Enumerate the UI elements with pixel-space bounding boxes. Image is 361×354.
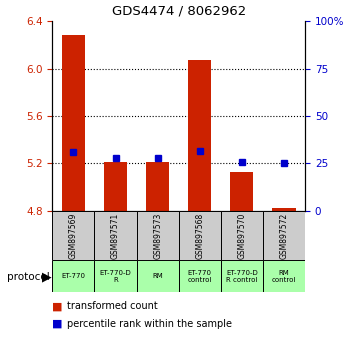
Text: GSM897570: GSM897570	[238, 212, 246, 259]
Bar	[188, 60, 211, 211]
Text: RM: RM	[152, 273, 163, 279]
Text: percentile rank within the sample: percentile rank within the sample	[67, 319, 232, 329]
Text: transformed count: transformed count	[67, 301, 157, 311]
Text: ■: ■	[52, 301, 63, 311]
Bar	[136, 211, 179, 260]
Text: protocol: protocol	[7, 272, 50, 282]
Bar	[52, 211, 95, 260]
Bar	[146, 162, 169, 211]
Bar	[263, 211, 305, 260]
Text: ET-770-D
R: ET-770-D R	[100, 270, 131, 282]
Text: ■: ■	[52, 319, 63, 329]
Bar	[52, 260, 95, 292]
Bar	[95, 260, 136, 292]
Bar	[221, 260, 263, 292]
Bar	[179, 211, 221, 260]
Bar	[136, 260, 179, 292]
Title: GDS4474 / 8062962: GDS4474 / 8062962	[112, 4, 246, 17]
Text: GSM897568: GSM897568	[195, 212, 204, 258]
Text: RM
control: RM control	[272, 270, 296, 282]
Bar	[273, 208, 296, 211]
Bar	[230, 172, 253, 211]
Text: GSM897571: GSM897571	[111, 212, 120, 258]
Bar	[104, 162, 127, 211]
Bar	[179, 260, 221, 292]
Bar	[95, 211, 136, 260]
Text: GSM897572: GSM897572	[279, 212, 288, 258]
Text: GSM897573: GSM897573	[153, 212, 162, 259]
Text: ET-770
control: ET-770 control	[188, 270, 212, 282]
Text: ET-770: ET-770	[61, 273, 86, 279]
Bar	[221, 211, 263, 260]
Text: GSM897569: GSM897569	[69, 212, 78, 259]
Text: ET-770-D
R control: ET-770-D R control	[226, 270, 258, 282]
Bar	[263, 260, 305, 292]
Text: ▶: ▶	[42, 270, 51, 283]
Bar	[62, 35, 85, 211]
